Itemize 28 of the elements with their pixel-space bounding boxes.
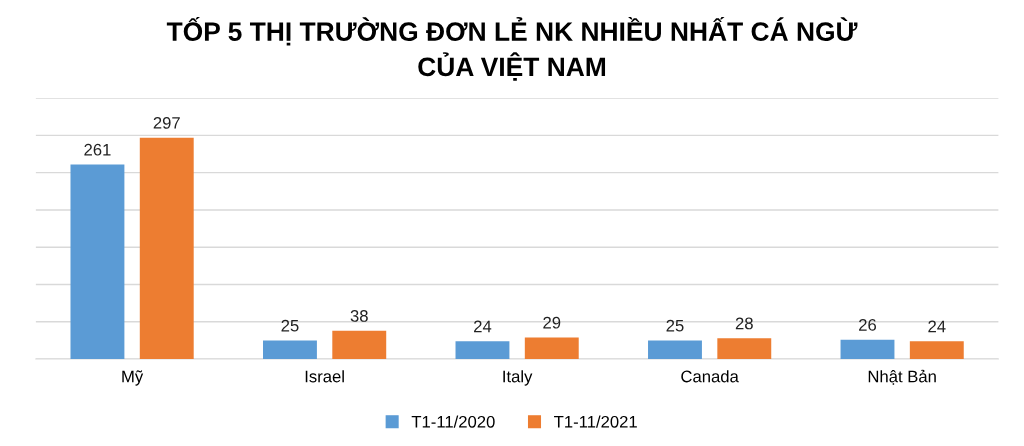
x-tick-label: Mỹ (122, 370, 144, 386)
bar (455, 341, 510, 360)
bar (70, 164, 125, 360)
bar (139, 137, 194, 360)
bar (332, 330, 387, 360)
x-tick-label: Canada (681, 370, 739, 383)
data-label: 261 (84, 143, 111, 156)
legend-label: T1-11/2021 (554, 415, 637, 428)
bar (263, 340, 317, 360)
bar (524, 337, 579, 360)
data-label: 24 (928, 320, 946, 333)
data-label: 29 (543, 316, 561, 329)
data-label: 25 (281, 319, 299, 332)
x-tick-label: Italy (503, 370, 533, 386)
x-tick-label: Nhật Bản (868, 369, 936, 385)
legend-label: T1-11/2020 (411, 415, 495, 428)
bar (909, 341, 964, 360)
x-tick-label: Israel (305, 370, 344, 383)
data-label: 28 (735, 317, 753, 330)
data-label: 25 (666, 319, 684, 332)
data-label: 26 (859, 319, 877, 331)
bar (648, 340, 702, 360)
data-label: 38 (350, 310, 368, 322)
chart-title: TỐP 5 THỊ TRƯỜNG ĐƠN LẺ NK NHIỀU NHẤT CÁ NGỪ CỦA VIỆT NAM (166, 17, 858, 81)
data-label: 24 (474, 320, 492, 333)
data-label: 297 (153, 116, 180, 129)
bar (717, 338, 772, 360)
bar (840, 339, 895, 360)
